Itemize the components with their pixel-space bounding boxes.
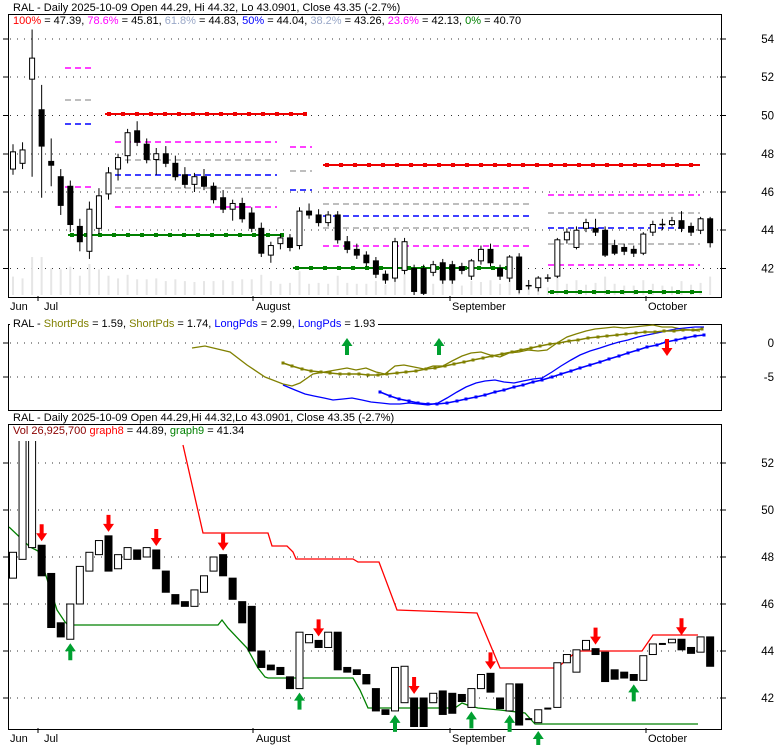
indicator-title-segment: = 1.93 <box>341 318 376 330</box>
stops-y-label: 46 <box>761 599 774 611</box>
fib-legend-segment: = 44.04, <box>264 15 311 27</box>
price-y-label: 48 <box>761 149 774 161</box>
sell-arrow-icon <box>661 339 673 356</box>
price-y-label: 42 <box>761 264 774 276</box>
price-month-label: October <box>648 301 687 313</box>
price-panel-title: RAL - Daily 2025-10-09 Open 44.29, Hi 44… <box>10 2 404 14</box>
fib-legend-segment: 61.8% <box>164 15 196 27</box>
price-month-label: September <box>452 301 506 313</box>
price-y-label: 50 <box>761 111 774 123</box>
sell-arrow-icon <box>408 677 420 694</box>
stops-y-label: 50 <box>761 505 774 517</box>
indicator-title-segment: = 1.74, <box>174 318 215 330</box>
volume-stops-legend: Vol 26,925,700 graph8 = 44.89, graph9 = … <box>10 425 248 437</box>
sell-arrow-icon <box>217 533 229 551</box>
longpds-line <box>282 326 704 406</box>
fib-legend-segment: = 43.26, <box>341 15 388 27</box>
vol-legend-segment: = 41.34 <box>204 425 245 437</box>
sell-arrow-icon <box>590 627 602 645</box>
fib-legend-segment: = 44.83, <box>195 15 243 27</box>
fibonacci-legend: 100% = 47.39, 78.6% = 45.81, 61.8% = 44.… <box>10 15 525 27</box>
stops-month-label: October <box>648 733 687 745</box>
indicator-chart <box>191 324 706 406</box>
indicator-title-segment: ShortPds <box>43 318 90 330</box>
buy-arrow-icon <box>341 338 353 355</box>
price-y-label: 54 <box>761 34 774 46</box>
indicator-title-segment: ShortPds <box>129 318 175 330</box>
stops-month-label: Jul <box>44 733 58 745</box>
buy-arrow-icon <box>294 692 305 710</box>
stops-chart <box>9 441 715 727</box>
stops-title-segment: RAL - Daily 2025-10-09 Open 44.29,Hi 44.… <box>13 412 395 424</box>
sell-arrow-icon <box>313 619 325 637</box>
graph8-resistance-line <box>182 444 698 669</box>
price-candles <box>10 29 714 295</box>
price-y-label: 46 <box>761 187 774 199</box>
volume-bars <box>12 257 712 295</box>
sell-arrow-icon <box>150 528 162 546</box>
buy-arrow-icon <box>389 714 401 732</box>
fib-legend-segment: = 47.39, <box>41 15 88 27</box>
sell-arrow-icon <box>676 618 687 636</box>
fibonacci-lines <box>65 67 702 294</box>
fib-legend-segment: 100% <box>13 15 42 27</box>
indicator-title-segment: RAL - <box>13 318 44 330</box>
fib-legend-segment: = 45.81, <box>118 15 165 27</box>
fib-legend-segment: 38.2% <box>310 15 342 27</box>
indicator-y-label: 0 <box>768 338 774 350</box>
sell-arrow-icon <box>485 652 496 670</box>
sell-arrow-icon <box>103 514 114 532</box>
buy-arrow-icon <box>433 338 445 355</box>
fib-legend-segment: 78.6% <box>87 15 119 27</box>
price-chart <box>10 29 714 295</box>
indicator-title-segment: = 1.59, <box>89 318 130 330</box>
buy-arrow-icon <box>532 731 544 745</box>
stops-y-label: 44 <box>761 646 774 658</box>
fib-legend-segment: 0% <box>465 15 482 27</box>
price-y-label: 52 <box>761 72 774 84</box>
price-month-label: Jul <box>44 301 58 313</box>
stops-y-label: 52 <box>761 458 774 470</box>
price-title-segment: RAL - Daily 2025-10-09 Open 44.29, Hi 44… <box>13 2 401 14</box>
stops-y-label: 48 <box>761 552 774 564</box>
stops-candles <box>9 441 715 727</box>
price-axes: 54 52 50 48 46 44 42 Jun Jul August September Octob… <box>3 34 775 313</box>
vol-legend-segment: Vol 26,925,700 <box>13 425 90 437</box>
shortpds-line <box>191 324 701 387</box>
stops-month-label: Jun <box>10 733 28 745</box>
graph9-support-line <box>9 526 698 725</box>
price-month-label: August <box>256 301 290 313</box>
stops-chart-panel <box>8 424 722 730</box>
vol-legend-segment: = 44.89, <box>123 425 170 437</box>
vol-legend-segment: graph8 <box>89 425 124 437</box>
indicator-panel-title: RAL - ShortPds = 1.59, ShortPds = 1.74, … <box>10 318 379 330</box>
stops-axes: 52 50 48 46 44 42 Jun Jul August September October <box>3 458 775 745</box>
price-month-label: Jun <box>10 301 28 313</box>
buy-arrow-icon <box>465 711 477 729</box>
sell-arrow-icon <box>36 524 48 542</box>
indicator-axes: 0 -5 <box>3 338 774 384</box>
vol-legend-segment: graph9 <box>169 425 205 437</box>
fib-legend-segment: 50% <box>242 15 265 27</box>
fib-legend-segment: = 40.70 <box>481 15 522 27</box>
indicator-title-segment: = 2.99, <box>257 318 298 330</box>
price-y-label: 44 <box>761 225 774 237</box>
indicator-title-segment: LongPds <box>214 318 258 330</box>
indicator-title-segment: LongPds <box>297 318 342 330</box>
fib-legend-segment: 23.6% <box>387 15 419 27</box>
indicator-y-label: -5 <box>764 372 774 384</box>
stops-panel-title: RAL - Daily 2025-10-09 Open 44.29,Hi 44.… <box>10 412 398 424</box>
price-chart-panel <box>8 14 722 298</box>
buy-arrow-icon <box>64 643 76 661</box>
buy-arrow-icon <box>628 684 640 702</box>
buy-arrow-icon <box>504 714 516 732</box>
stops-month-label: August <box>256 733 290 745</box>
fib-legend-segment: = 42.13, <box>418 15 466 27</box>
stops-arrows <box>36 514 687 745</box>
stops-month-label: September <box>452 733 506 745</box>
stops-y-label: 42 <box>761 693 774 705</box>
